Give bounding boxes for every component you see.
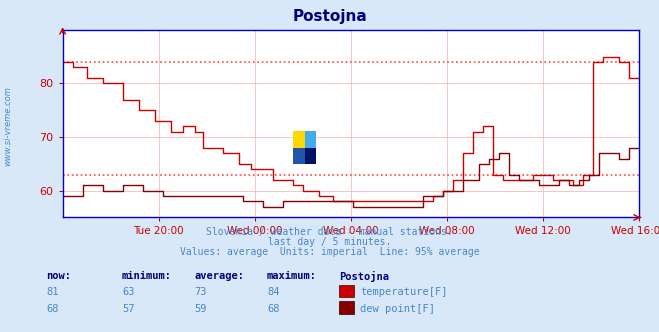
Text: last day / 5 minutes.: last day / 5 minutes. [268,237,391,247]
Bar [293,131,304,148]
Text: Slovenia / weather data - manual stations.: Slovenia / weather data - manual station… [206,227,453,237]
Text: minimum:: minimum: [122,271,172,281]
Text: 81: 81 [46,287,59,297]
Text: dew point[F]: dew point[F] [360,304,436,314]
Text: now:: now: [46,271,71,281]
Text: temperature[F]: temperature[F] [360,287,448,297]
Bar [304,131,316,148]
Text: average:: average: [194,271,244,281]
Text: 68: 68 [267,304,279,314]
Text: 84: 84 [267,287,279,297]
Text: Postojna: Postojna [292,9,367,24]
Text: 59: 59 [194,304,207,314]
Text: maximum:: maximum: [267,271,317,281]
Text: Postojna: Postojna [339,271,389,282]
Bar [304,148,316,164]
Text: 73: 73 [194,287,207,297]
Text: 68: 68 [46,304,59,314]
Text: Values: average  Units: imperial  Line: 95% average: Values: average Units: imperial Line: 95… [180,247,479,257]
Text: 57: 57 [122,304,134,314]
Text: www.si-vreme.com: www.si-vreme.com [3,86,13,166]
Text: 63: 63 [122,287,134,297]
Bar [293,148,304,164]
